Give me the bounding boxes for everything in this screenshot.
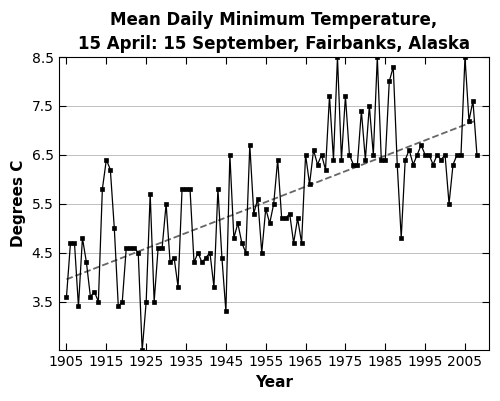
Title: Mean Daily Minimum Temperature,
15 April: 15 September, Fairbanks, Alaska: Mean Daily Minimum Temperature, 15 April… [78, 11, 469, 53]
Y-axis label: Degrees C: Degrees C [11, 160, 26, 247]
X-axis label: Year: Year [254, 375, 292, 390]
